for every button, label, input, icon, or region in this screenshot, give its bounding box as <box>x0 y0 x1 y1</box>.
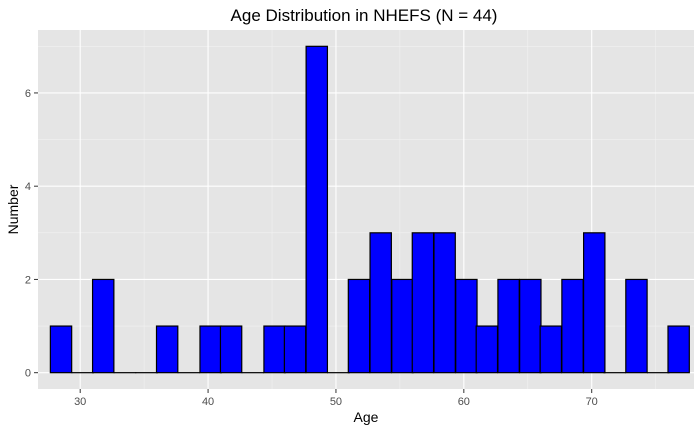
histogram-bar <box>199 325 222 374</box>
histogram-bar <box>519 278 542 374</box>
x-tick-label: 40 <box>202 396 214 408</box>
histogram-bar <box>497 278 520 374</box>
chart-title: Age Distribution in NHEFS (N = 44) <box>231 6 498 25</box>
histogram-bar <box>455 278 478 374</box>
histogram-bar <box>347 278 371 374</box>
histogram-bar <box>475 325 499 374</box>
x-tick-label: 60 <box>458 396 470 408</box>
histogram-bar <box>305 45 329 374</box>
histogram-bar <box>561 278 584 374</box>
histogram-bar <box>583 232 606 374</box>
y-tick-label: 2 <box>25 274 31 286</box>
histogram-bar <box>91 278 115 374</box>
histogram-bar <box>219 325 243 374</box>
histogram-bar <box>49 325 73 374</box>
x-axis-ticks: 30 40 50 60 70 <box>74 389 598 408</box>
x-tick-label: 70 <box>586 396 598 408</box>
histogram-bar <box>263 325 286 374</box>
histogram-bar <box>667 325 690 374</box>
histogram-bar <box>283 325 307 374</box>
histogram-bars <box>49 45 690 374</box>
y-tick-label: 6 <box>25 88 31 100</box>
y-axis-ticks: 0 2 4 6 <box>25 88 38 380</box>
y-axis-title: Number <box>5 184 21 234</box>
histogram-bar <box>155 325 179 374</box>
histogram-bar <box>625 278 648 374</box>
histogram-bar <box>369 232 392 374</box>
y-tick-label: 0 <box>25 368 31 380</box>
x-axis-title: Age <box>354 409 379 425</box>
x-tick-label: 30 <box>74 396 86 408</box>
histogram-bar <box>411 232 435 374</box>
histogram-bar <box>539 325 563 374</box>
x-tick-label: 50 <box>330 396 342 408</box>
y-tick-label: 4 <box>25 181 31 193</box>
histogram-bar <box>391 278 414 374</box>
histogram-bar <box>433 232 456 374</box>
